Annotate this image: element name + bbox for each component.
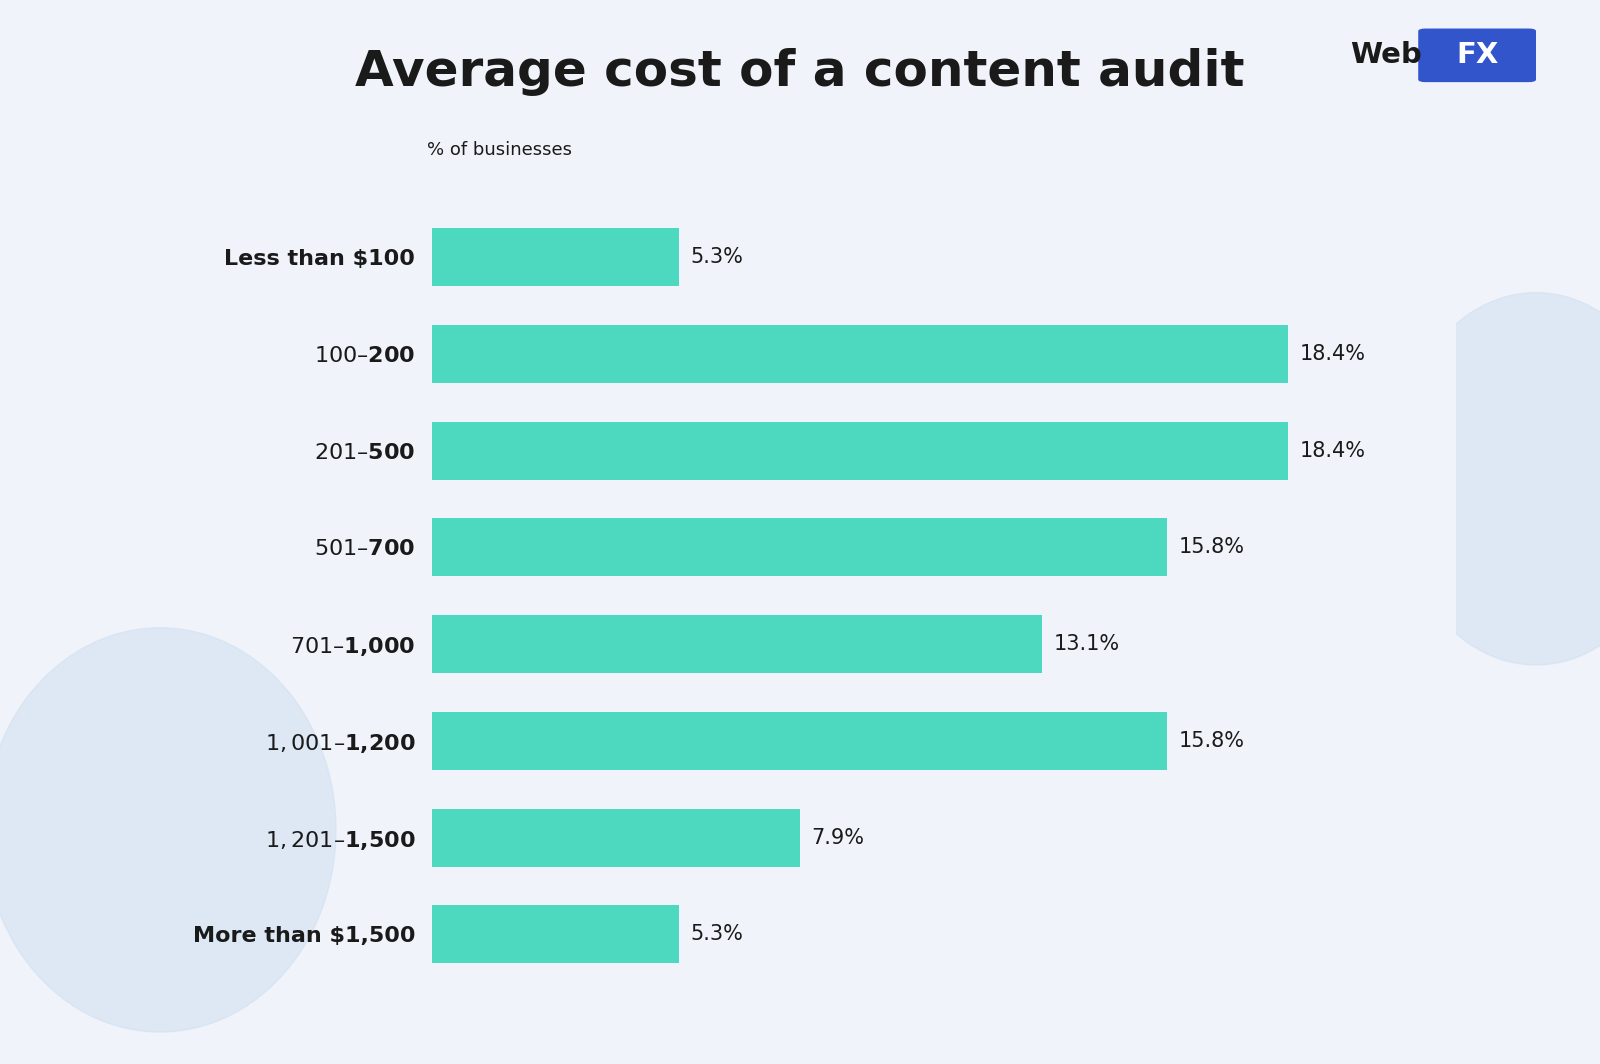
FancyBboxPatch shape [1418, 29, 1536, 82]
Text: 7.9%: 7.9% [811, 828, 864, 848]
Text: FX: FX [1456, 41, 1498, 69]
Text: 5.3%: 5.3% [690, 247, 744, 267]
Text: 5.3%: 5.3% [690, 925, 744, 945]
Bar [432, 229, 678, 286]
Text: 18.4%: 18.4% [1301, 440, 1366, 461]
Text: 15.8%: 15.8% [1179, 731, 1245, 751]
Text: Average cost of a content audit: Average cost of a content audit [355, 48, 1245, 96]
Bar [432, 712, 1168, 770]
Bar [432, 421, 1288, 480]
Text: 15.8%: 15.8% [1179, 537, 1245, 558]
Bar [432, 905, 678, 963]
Text: Web: Web [1350, 41, 1422, 69]
Bar [432, 809, 800, 867]
Bar [432, 518, 1168, 577]
Text: % of businesses: % of businesses [427, 142, 571, 160]
Bar [432, 615, 1042, 674]
Bar [432, 325, 1288, 383]
Text: 13.1%: 13.1% [1053, 634, 1120, 654]
Text: 18.4%: 18.4% [1301, 344, 1366, 364]
